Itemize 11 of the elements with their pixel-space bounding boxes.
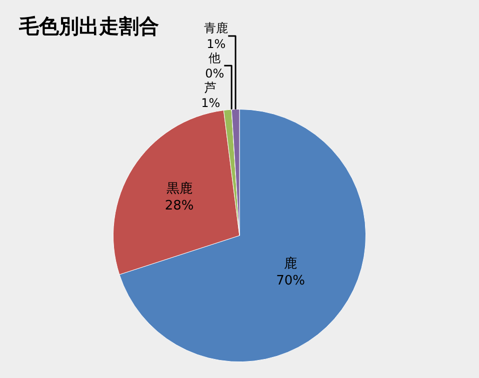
category-label: 他 <box>208 50 221 65</box>
slice-label: 鹿 <box>284 256 298 272</box>
slice-label: 黒鹿 <box>166 181 192 196</box>
slice-label: 芦 <box>204 80 217 94</box>
chart-title: 毛色別出走割合 <box>18 14 160 38</box>
data-label: 70% <box>276 274 306 289</box>
slice-label: 青鹿 <box>204 21 228 36</box>
data-label: 1% <box>206 36 226 51</box>
text: 0% <box>205 66 224 80</box>
data-label: 1% <box>201 96 220 110</box>
data-label: 28% <box>164 198 194 214</box>
